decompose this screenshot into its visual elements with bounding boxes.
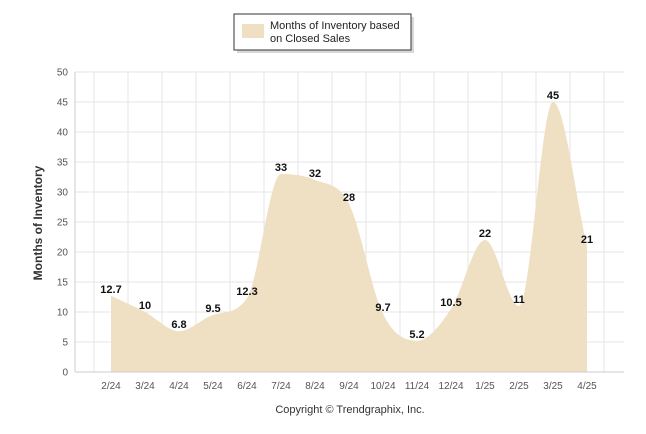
- data-label: 10: [139, 300, 151, 312]
- y-tick-label: 45: [57, 98, 69, 109]
- y-tick-labels: 0 5 10 15 20 25 30 35 40 45 50: [57, 68, 69, 379]
- y-tick-label: 0: [62, 368, 68, 379]
- x-tick-label: 3/25: [543, 381, 563, 392]
- x-tick-label: 2/25: [509, 381, 529, 392]
- legend-label-line1: Months of Inventory based: [270, 20, 400, 32]
- x-tick-label: 3/24: [135, 381, 155, 392]
- y-axis-title: Months of Inventory: [31, 165, 45, 280]
- data-label: 33: [275, 162, 287, 174]
- x-tick-label: 4/25: [577, 381, 597, 392]
- data-label: 32: [309, 168, 321, 180]
- x-tick-label: 2/24: [101, 381, 121, 392]
- copyright-text: Copyright © Trendgraphix, Inc.: [275, 404, 424, 416]
- data-label: 5.2: [409, 329, 424, 341]
- data-label: 12.7: [100, 284, 121, 296]
- x-tick-label: 5/24: [203, 381, 223, 392]
- y-tick-label: 20: [57, 248, 69, 259]
- data-label: 9.5: [205, 303, 220, 315]
- data-label: 28: [343, 192, 355, 204]
- data-label: 45: [547, 90, 559, 102]
- data-label: 11: [513, 294, 525, 306]
- data-label: 21: [581, 234, 593, 246]
- y-tick-label: 30: [57, 188, 69, 199]
- x-tick-label: 1/25: [475, 381, 495, 392]
- y-tick-label: 25: [57, 218, 69, 229]
- data-label: 6.8: [171, 319, 186, 331]
- y-tick-label: 10: [57, 308, 69, 319]
- data-labels: 12.7 10 6.8 9.5 12.3 33 32 28 9.7 5.2 10.5 22 11 45 21: [100, 90, 593, 341]
- x-tick-label: 11/24: [405, 381, 430, 392]
- x-tick-label: 10/24: [370, 381, 395, 392]
- legend: Months of Inventory based on Closed Sale…: [233, 13, 414, 53]
- x-tick-label: 6/24: [237, 381, 257, 392]
- x-tick-labels: 2/24 3/24 4/24 5/24 6/24 7/24 8/24 9/24 10/24 11/…: [101, 381, 597, 392]
- data-label: 12.3: [236, 286, 257, 298]
- data-label: 10.5: [440, 297, 461, 309]
- x-tick-label: 4/24: [169, 381, 189, 392]
- y-tick-label: 50: [57, 68, 69, 79]
- x-tick-label: 9/24: [339, 381, 359, 392]
- y-tick-label: 40: [57, 128, 69, 139]
- data-label: 9.7: [375, 302, 390, 314]
- data-label: 22: [479, 228, 491, 240]
- area-series: [111, 102, 587, 372]
- area-fill: [111, 102, 587, 372]
- x-tick-label: 7/24: [271, 381, 291, 392]
- x-tick-label: 8/24: [305, 381, 325, 392]
- legend-label-line2: on Closed Sales: [270, 33, 351, 45]
- x-tick-label: 12/24: [438, 381, 463, 392]
- y-tick-label: 35: [57, 158, 69, 169]
- legend-swatch: [242, 24, 264, 38]
- axes: [74, 72, 624, 373]
- y-tick-label: 5: [62, 338, 68, 349]
- y-tick-label: 15: [57, 278, 69, 289]
